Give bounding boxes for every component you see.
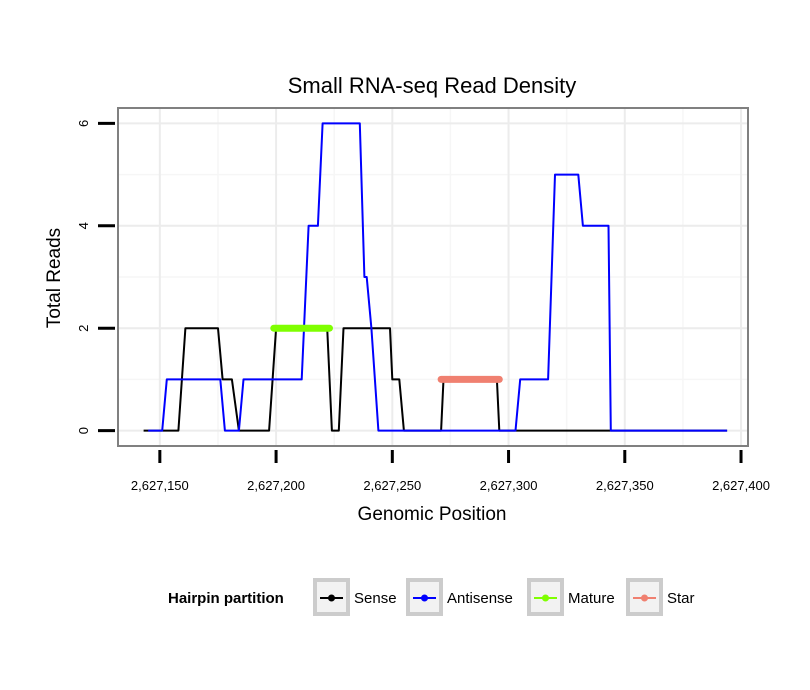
- series-line-sense: [143, 327, 728, 432]
- x-tick-label: 2,627,200: [247, 478, 305, 493]
- legend-key-point: [641, 594, 648, 602]
- y-tick-label: 2: [76, 325, 91, 332]
- legend-label-star: Star: [667, 590, 695, 607]
- x-tick-label: 2,627,250: [363, 478, 421, 493]
- legend-key-point: [542, 594, 549, 602]
- legend-label-sense: Sense: [354, 590, 397, 607]
- legend: Hairpin partition Sense Antisense Mature St…: [168, 578, 695, 616]
- y-tick-label: 4: [76, 222, 91, 229]
- x-axis-label: Genomic Position: [358, 504, 507, 525]
- series-line-antisense: [148, 122, 728, 432]
- y-axis-label: Total Reads: [44, 228, 65, 328]
- legend-key-point: [421, 594, 428, 602]
- x-tick-label: 2,627,400: [712, 478, 770, 493]
- chart-title: Small RNA-seq Read Density: [288, 73, 577, 98]
- y-tick-label: 6: [76, 120, 91, 127]
- panel-border: [117, 107, 749, 447]
- plot-area: 2,627,150 2,627,200 2,627,250 2,627,300 2,62…: [76, 107, 770, 493]
- legend-title: Hairpin partition: [168, 590, 284, 607]
- y-tick-label: 0: [76, 427, 91, 434]
- x-tick-label: 2,627,300: [480, 478, 538, 493]
- legend-key-point: [328, 594, 335, 602]
- x-tick-label: 2,627,350: [596, 478, 654, 493]
- legend-label-mature: Mature: [568, 590, 615, 607]
- legend-label-antisense: Antisense: [447, 590, 513, 607]
- x-tick-label: 2,627,150: [131, 478, 189, 493]
